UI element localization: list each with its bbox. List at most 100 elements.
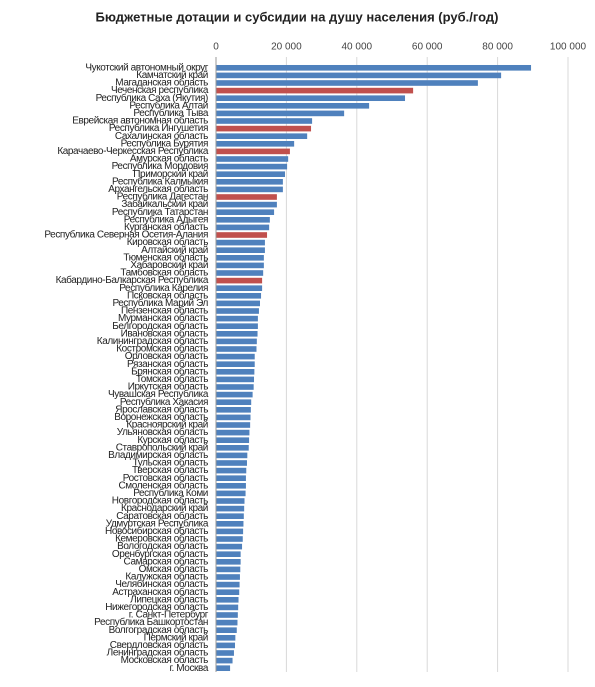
bar (216, 528, 244, 535)
y-tick-label: Новосибирская область (105, 525, 208, 537)
bar (216, 285, 263, 292)
y-tick-label: Республика Тыва (133, 107, 208, 119)
y-tick-label: Камчатский край (136, 70, 208, 81)
y-tick-label: Кировская область (127, 236, 209, 248)
y-tick-label: Рязанская область (127, 358, 208, 370)
y-tick-label: Чеченская республика (111, 84, 209, 96)
y-tick-label: Кемеровская область (115, 533, 208, 545)
bar (216, 277, 263, 284)
bar (216, 444, 249, 451)
bar (216, 513, 244, 520)
bar (216, 118, 313, 124)
y-tick-label: Республика Адыгея (124, 213, 208, 225)
bar (216, 574, 240, 580)
y-tick-label: Иркутская область (128, 381, 208, 393)
y-tick-label: Калининградская область (97, 335, 208, 347)
y-tick-label: Московская область (121, 654, 209, 666)
y-tick-label: Республика Башкортостан (94, 616, 208, 628)
y-tick-label: Пензенская область (121, 305, 208, 317)
bar (216, 330, 258, 337)
y-tick-label: Чувашская Республика (108, 388, 209, 400)
bar (216, 102, 370, 109)
bar (216, 368, 255, 375)
bar (216, 498, 245, 504)
y-tick-label: Сахалинская область (115, 130, 208, 142)
bar (216, 490, 246, 497)
y-tick-label: Орловская область (125, 350, 208, 362)
bar (216, 171, 285, 178)
y-tick-label: Республика Карелия (119, 282, 208, 294)
y-tick-label: Ульяновская область (117, 426, 208, 438)
y-tick-label: Республика Северная Осетия-Алания (44, 229, 208, 241)
y-tick-label: Республика Хакасия (120, 396, 208, 408)
bar (216, 140, 295, 147)
y-tick-label: Омская область (139, 563, 209, 575)
bar (216, 270, 264, 276)
bar (216, 163, 288, 170)
bar (216, 536, 243, 542)
y-tick-label: Удмуртская Республика (106, 517, 209, 529)
y-tick-label: Костромская область (116, 343, 208, 355)
x-tick-label: 0 (213, 42, 219, 53)
bar (216, 95, 406, 102)
bar (216, 216, 270, 223)
bar (216, 148, 290, 155)
bar (216, 156, 289, 162)
x-tick-label: 60 000 (412, 42, 443, 53)
y-tick-label: Курская область (137, 434, 208, 446)
y-tick-label: Липецкая область (130, 593, 208, 605)
y-tick-label: г. Санкт-Петербург (129, 609, 209, 621)
bar (216, 475, 246, 482)
y-tick-label: Магаданская область (115, 77, 208, 89)
bar (216, 657, 233, 664)
y-tick-label: Тульская область (133, 457, 209, 469)
bar (216, 292, 262, 299)
y-tick-label: Ленинградская область (107, 647, 209, 659)
bar (216, 596, 239, 603)
y-tick-label: Калужская область (125, 571, 208, 583)
bar (216, 414, 251, 421)
bar (216, 467, 247, 474)
bar (216, 262, 264, 269)
bar (216, 353, 255, 360)
y-tick-label: Амурская область (130, 153, 208, 165)
y-tick-label: Ивановская область (121, 327, 209, 339)
y-tick-label: Еврейская автономная область (72, 115, 208, 127)
bar (216, 361, 255, 368)
bar (216, 87, 414, 94)
bar (216, 422, 251, 428)
y-tick-label: Брянская область (131, 365, 208, 377)
bar (216, 224, 270, 231)
y-tick-label: Приморский край (133, 169, 208, 180)
bar (216, 125, 312, 132)
bar (216, 551, 241, 558)
y-tick-label: Курганская область (124, 221, 208, 233)
bar (216, 460, 247, 466)
bar (216, 604, 239, 611)
y-tick-label: Самарская область (124, 555, 209, 567)
x-tick-label: 80 000 (482, 42, 513, 53)
y-tick-label: Тюменская область (123, 251, 208, 263)
y-tick-label: Воронежская область (114, 411, 208, 423)
bar (216, 505, 245, 512)
y-tick-label: Ярославская область (115, 403, 208, 415)
bar (216, 308, 259, 314)
y-tick-label: Челябинская область (115, 578, 208, 590)
y-tick-label: г. Москва (169, 663, 208, 674)
y-tick-label: Республика Коми (133, 487, 208, 499)
y-tick-label: Хабаровский край (130, 259, 208, 271)
y-tick-label: Оренбургская область (112, 548, 208, 560)
bar (216, 520, 244, 527)
y-tick-label: Республика Алтай (129, 99, 208, 111)
bar (216, 346, 257, 352)
bar (216, 323, 258, 330)
y-tick-label: Республика Саха (Якутия) (96, 92, 208, 104)
y-tick-label: Свердловская область (110, 639, 208, 651)
y-tick-label: Республика Татарстан (112, 206, 208, 218)
y-tick-label: Кабардино-Балкарская Республика (56, 274, 209, 286)
y-tick-label: Волгоградская область (109, 624, 209, 636)
y-tick-label: Республика Бурятия (121, 137, 208, 149)
bar (216, 619, 238, 626)
bar (216, 110, 345, 117)
bar (216, 391, 253, 398)
